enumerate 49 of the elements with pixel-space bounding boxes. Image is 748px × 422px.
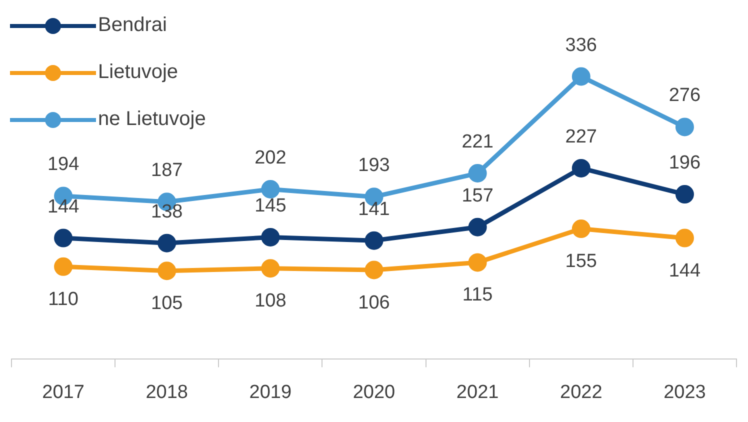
data-label: 106: [358, 292, 390, 314]
legend-label: Lietuvoje: [98, 61, 178, 84]
data-label: 336: [565, 34, 597, 56]
x-tick-label: 2022: [560, 382, 602, 403]
data-label: 157: [462, 185, 494, 206]
point: [54, 257, 73, 276]
point: [572, 158, 590, 178]
data-label: 144: [668, 260, 701, 282]
data-label: 221: [462, 132, 494, 153]
x-tick-label: 2021: [456, 382, 499, 403]
data-label: 141: [358, 198, 390, 220]
data-label: 144: [47, 196, 80, 218]
point: [675, 118, 694, 136]
data-label: 194: [47, 154, 80, 176]
point: [54, 228, 73, 248]
point: [468, 164, 487, 183]
x-tick-label: 2020: [352, 382, 396, 403]
x-tick-label: 2018: [146, 382, 188, 403]
point: [364, 260, 384, 280]
point: [468, 218, 487, 236]
data-label: 276: [668, 85, 701, 106]
point: [468, 253, 487, 272]
point: [572, 220, 590, 238]
data-label: 145: [254, 195, 286, 216]
x-tick-label: 2023: [664, 382, 706, 403]
point: [572, 67, 590, 86]
point: [675, 228, 694, 248]
point: [261, 259, 280, 278]
data-label: 196: [668, 152, 701, 174]
point: [158, 234, 176, 252]
data-label: 187: [151, 160, 183, 182]
data-label: 115: [462, 284, 493, 306]
x-tick-label: 2017: [42, 382, 84, 403]
data-label: 110: [48, 288, 78, 310]
point: [675, 185, 694, 204]
legend-label: Bendrai: [98, 14, 167, 37]
data-label: 105: [151, 293, 183, 314]
data-label: 108: [254, 290, 286, 312]
point: [158, 262, 176, 280]
data-label: 202: [254, 147, 286, 168]
point: [261, 180, 280, 199]
data-label: 193: [358, 155, 390, 176]
data-label: 155: [565, 251, 597, 272]
point: [261, 228, 280, 246]
x-tick-label: 2019: [249, 382, 292, 403]
data-label: 138: [151, 201, 183, 222]
legend-label: ne Lietuvoje: [98, 108, 206, 131]
data-label: 227: [565, 126, 597, 148]
point: [364, 231, 384, 250]
